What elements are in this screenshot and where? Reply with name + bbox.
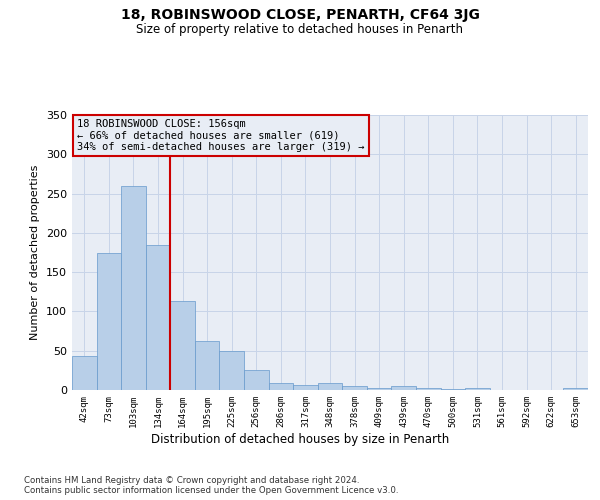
Text: 18, ROBINSWOOD CLOSE, PENARTH, CF64 3JG: 18, ROBINSWOOD CLOSE, PENARTH, CF64 3JG: [121, 8, 479, 22]
Text: Contains HM Land Registry data © Crown copyright and database right 2024.
Contai: Contains HM Land Registry data © Crown c…: [24, 476, 398, 495]
Bar: [195, 340, 220, 390]
Text: Distribution of detached houses by size in Penarth: Distribution of detached houses by size …: [151, 432, 449, 446]
Bar: [416, 388, 440, 390]
Bar: [342, 386, 367, 390]
Bar: [465, 388, 490, 390]
Bar: [293, 386, 318, 390]
Bar: [391, 386, 416, 390]
Bar: [170, 301, 195, 390]
Bar: [146, 244, 170, 390]
Bar: [440, 389, 465, 390]
Bar: [367, 388, 391, 390]
Bar: [563, 388, 588, 390]
Bar: [121, 186, 146, 390]
Bar: [97, 252, 121, 390]
Bar: [269, 383, 293, 390]
Text: Size of property relative to detached houses in Penarth: Size of property relative to detached ho…: [137, 22, 464, 36]
Bar: [72, 356, 97, 390]
Bar: [244, 370, 269, 390]
Bar: [318, 383, 342, 390]
Bar: [220, 350, 244, 390]
Y-axis label: Number of detached properties: Number of detached properties: [31, 165, 40, 340]
Text: 18 ROBINSWOOD CLOSE: 156sqm
← 66% of detached houses are smaller (619)
34% of se: 18 ROBINSWOOD CLOSE: 156sqm ← 66% of det…: [77, 119, 365, 152]
